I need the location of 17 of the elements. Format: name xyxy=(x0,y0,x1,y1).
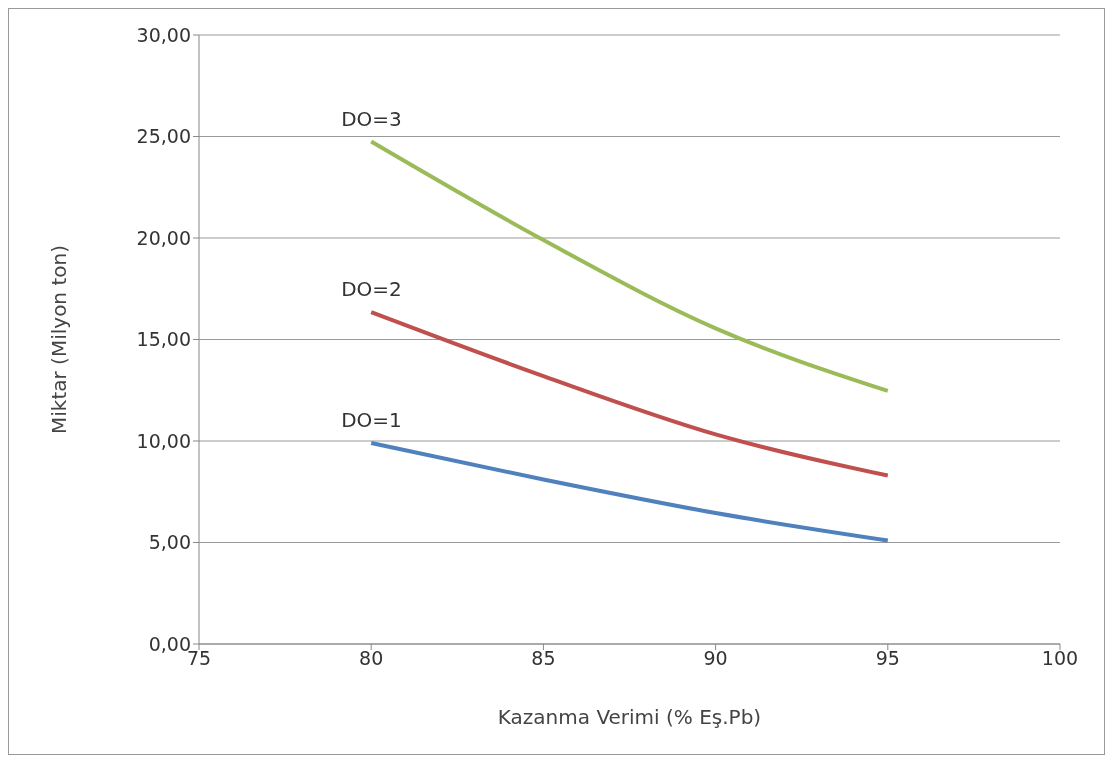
x-tick-label: 85 xyxy=(531,647,556,670)
x-axis-title: Kazanma Verimi (% Eş.Pb) xyxy=(497,705,762,729)
y-tick-label: 10,00 xyxy=(136,429,191,452)
line-series xyxy=(369,441,890,543)
y-tick-label: 25,00 xyxy=(136,125,191,148)
x-tick-label: 90 xyxy=(703,647,728,670)
x-tick-label: 95 xyxy=(875,647,900,670)
y-tick-label: 15,00 xyxy=(136,328,191,351)
y-tick-label: 20,00 xyxy=(136,226,191,249)
x-tick-label: 80 xyxy=(359,647,384,670)
series-label: DO=3 xyxy=(341,106,402,131)
y-axis-title: Miktar (Milyon ton) xyxy=(47,245,72,434)
series-label: DO=1 xyxy=(341,408,402,433)
series-label: DO=2 xyxy=(341,277,402,302)
y-tick-label: 30,00 xyxy=(136,23,191,46)
x-tick-label: 100 xyxy=(1041,647,1079,670)
y-tick-label: 5,00 xyxy=(148,531,191,554)
